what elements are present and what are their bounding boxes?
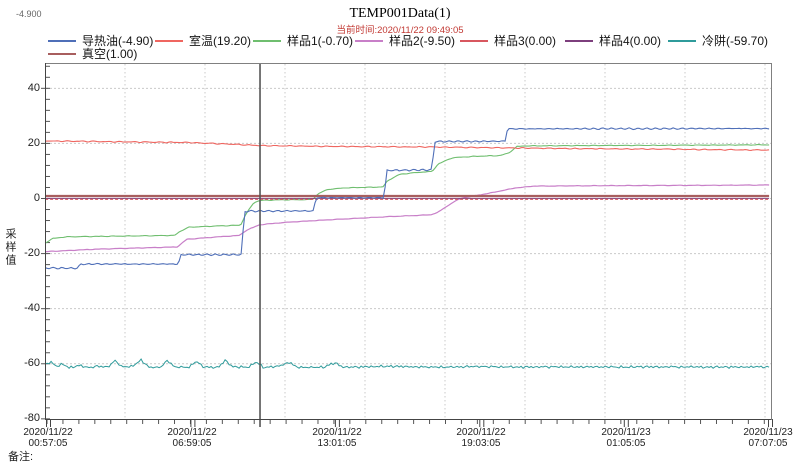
legend-label: 样品1(-0.70) [287,34,354,48]
legend-item-yangpin3[interactable]: 样品3(0.00) [460,34,557,48]
series-line-室温 [45,140,770,151]
legend-line-icon [155,39,183,42]
series-line-样品2 [45,184,770,253]
legend-line-icon [253,39,281,42]
legend-line-icon [565,39,593,42]
current-time-label: 当前时间:2020/11/22 09:49:05 [336,25,464,36]
legend-label: 室温(19.20) [189,34,252,48]
cursor-value-readout: -4.900 [16,9,42,19]
legend-label: 导热油(-4.90) [82,34,154,48]
legend-item-yangpin2[interactable]: 样品2(-9.50) [355,34,456,48]
y-tick-label: -80 [24,412,40,424]
legend-item-daorereyou[interactable]: 导热油(-4.90) [48,34,154,48]
x-tick-label: 2020/11/23 01:05:05 [601,427,651,449]
legend-line-icon [355,39,383,42]
legend-item-yangpin1[interactable]: 样品1(-0.70) [253,34,354,48]
x-tick-label: 2020/11/23 07:07:05 [743,427,793,449]
legend-label: 样品2(-9.50) [389,34,456,48]
y-tick-label: -20 [24,247,40,259]
series-line-样品1 [44,144,770,244]
legend-label: 真空(1.00) [82,47,138,61]
legend-item-lengjing[interactable]: 冷阱(-59.70) [668,34,769,48]
legend-item-zhenkong[interactable]: 真空(1.00) [48,47,138,61]
series-line-冷阱 [44,358,770,370]
legend-label: 样品3(0.00) [494,34,557,48]
y-tick-label: -40 [24,302,40,314]
series-line-导热油 [44,127,770,270]
x-tick-label: 2020/11/22 19:03:05 [456,427,506,449]
y-tick-label: 40 [27,82,40,94]
legend-line-icon [668,39,696,42]
y-axis-title: 采样值 [4,228,16,267]
legend-line-icon [460,39,488,42]
y-tick-label: -60 [24,357,40,369]
x-tick-label: 2020/11/22 06:59:05 [167,427,217,449]
y-tick-label: 0 [33,192,40,204]
remark-label: 备注: [8,451,34,463]
chart-title: TEMP001Data(1) [349,6,451,21]
legend-item-yangpin4[interactable]: 样品4(0.00) [565,34,662,48]
legend-line-icon [48,39,76,42]
legend-item-shiwen[interactable]: 室温(19.20) [155,34,252,48]
legend-label: 冷阱(-59.70) [702,34,769,48]
x-tick-label: 2020/11/22 13:01:05 [312,427,362,449]
x-tick-label: 2020/11/22 00:57:05 [23,427,73,449]
legend-line-icon [48,52,76,55]
y-tick-label: 20 [27,137,40,149]
legend-label: 样品4(0.00) [599,34,662,48]
